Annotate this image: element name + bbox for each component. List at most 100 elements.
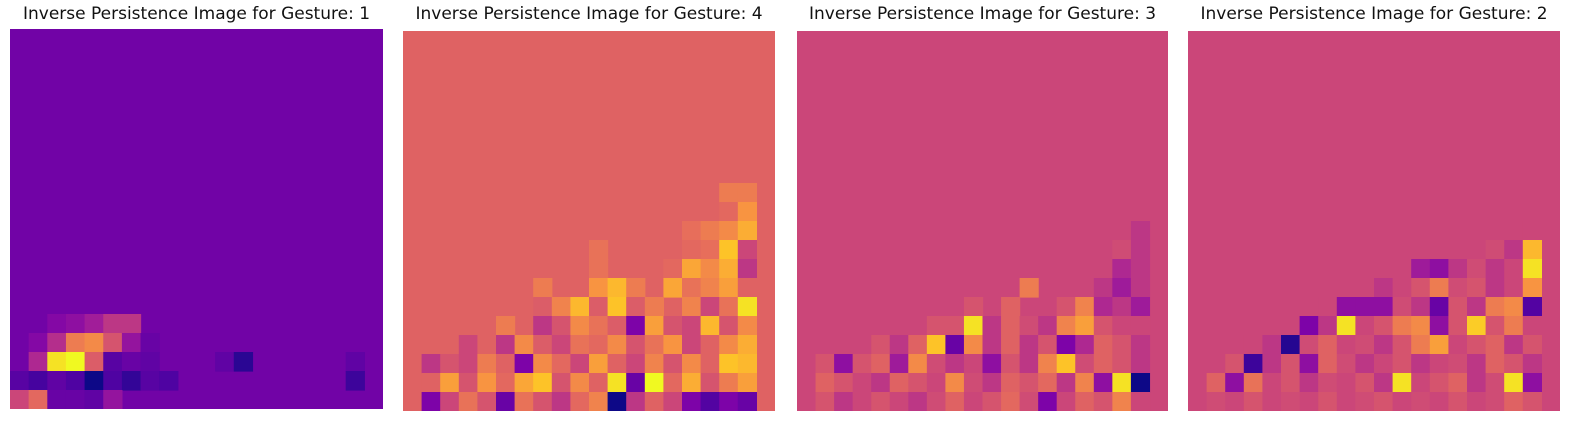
heatmap-cell bbox=[626, 278, 646, 298]
heatmap-cell bbox=[1262, 354, 1282, 374]
heatmap-cell bbox=[1112, 335, 1132, 355]
heatmap-cell bbox=[1130, 278, 1151, 298]
heatmap-cell bbox=[514, 335, 534, 355]
heatmap-cell bbox=[458, 373, 478, 393]
heatmap-cell bbox=[682, 335, 702, 355]
heatmap-cell bbox=[871, 354, 891, 374]
heatmap-cell bbox=[737, 373, 757, 393]
heatmap-cell bbox=[1355, 373, 1375, 393]
heatmap-cell bbox=[1504, 278, 1524, 298]
heatmap-cell bbox=[719, 373, 739, 393]
heatmap-cell bbox=[1504, 373, 1524, 393]
heatmap-cell bbox=[1392, 297, 1412, 317]
heatmap-cell bbox=[1093, 297, 1113, 317]
heatmap-cell bbox=[889, 373, 909, 393]
heatmap-cell bbox=[1225, 373, 1245, 393]
heatmap-cell bbox=[1467, 278, 1487, 298]
heatmap-cell bbox=[514, 392, 534, 411]
heatmap-cell bbox=[1056, 297, 1076, 317]
heatmap-cell bbox=[103, 352, 123, 372]
heatmap-cell bbox=[1262, 335, 1282, 355]
heatmap-cell bbox=[852, 392, 872, 411]
heatmap-cell bbox=[159, 371, 179, 391]
heatmap-cell bbox=[719, 202, 739, 222]
heatmap-cell bbox=[1112, 316, 1132, 336]
heatmap-cell bbox=[1355, 316, 1375, 336]
heatmap-cell bbox=[1112, 354, 1132, 374]
heatmap-cell bbox=[1485, 316, 1505, 336]
heatmap-cell bbox=[908, 373, 928, 393]
heatmap-cell bbox=[607, 373, 627, 393]
heatmap-cell bbox=[10, 390, 30, 409]
heatmap-cell bbox=[28, 352, 48, 372]
heatmap-cell bbox=[1001, 297, 1021, 317]
heatmap-cell bbox=[834, 373, 854, 393]
heatmap-cell bbox=[719, 354, 739, 374]
heatmap-cell bbox=[1467, 316, 1487, 336]
heatmap-cell bbox=[1093, 392, 1113, 411]
heatmap-cell bbox=[570, 392, 590, 411]
heatmap-cell bbox=[533, 278, 553, 298]
heatmap-cell bbox=[719, 392, 739, 411]
chart-title: Inverse Persistence Image for Gesture: 3 bbox=[808, 4, 1157, 24]
heatmap-cell bbox=[700, 240, 720, 260]
heatmap-cell bbox=[626, 316, 646, 336]
heatmap-cell bbox=[551, 297, 571, 317]
heatmap-svg bbox=[1188, 31, 1560, 411]
heatmap-cell bbox=[533, 316, 553, 336]
heatmap-cell bbox=[700, 221, 720, 241]
heatmap-cell bbox=[1448, 335, 1468, 355]
heatmap-cell bbox=[607, 278, 627, 298]
heatmap-cell bbox=[514, 373, 534, 393]
heatmap-cell bbox=[926, 335, 946, 355]
heatmap-cell bbox=[607, 335, 627, 355]
heatmap-cell bbox=[1093, 373, 1113, 393]
heatmap-cell bbox=[1112, 240, 1132, 260]
heatmap-cell bbox=[926, 316, 946, 336]
heatmap-cell bbox=[103, 333, 123, 353]
heatmap-cell bbox=[889, 354, 909, 374]
heatmap-cell bbox=[737, 240, 757, 260]
heatmap-cell bbox=[626, 335, 646, 355]
heatmap-cell bbox=[1522, 278, 1542, 298]
heatmap-cell bbox=[551, 316, 571, 336]
heatmap-cell bbox=[1467, 354, 1487, 374]
heatmap-cell bbox=[1019, 354, 1039, 374]
heatmap-cell bbox=[1522, 373, 1542, 393]
heatmap-cell bbox=[1130, 354, 1151, 374]
heatmap-cell bbox=[1130, 221, 1151, 241]
heatmap-cell bbox=[945, 373, 965, 393]
heatmap-cell bbox=[963, 392, 984, 411]
heatmap-cell bbox=[1318, 373, 1338, 393]
heatmap-cell bbox=[65, 371, 86, 391]
heatmap-cell bbox=[908, 354, 928, 374]
heatmap-cell bbox=[700, 278, 720, 298]
heatmap-cell bbox=[1001, 335, 1021, 355]
heatmap-cell bbox=[1411, 373, 1431, 393]
heatmap-cell bbox=[1504, 335, 1524, 355]
heatmap-cell bbox=[1075, 392, 1095, 411]
heatmap-cell bbox=[1411, 354, 1431, 374]
heatmap-cell bbox=[1243, 392, 1263, 411]
heatmap-svg bbox=[797, 31, 1168, 411]
heatmap-cell bbox=[644, 316, 664, 336]
heatmap-cell bbox=[589, 278, 609, 298]
heatmap-cell bbox=[551, 373, 571, 393]
heatmap-cell bbox=[1112, 373, 1132, 393]
heatmap-cell bbox=[533, 392, 553, 411]
heatmap-cell bbox=[477, 354, 497, 374]
heatmap-cell bbox=[215, 352, 235, 372]
heatmap-cell bbox=[682, 278, 702, 298]
heatmap-cell bbox=[1429, 392, 1449, 411]
heatmap-cell bbox=[626, 392, 646, 411]
heatmap-cell bbox=[1522, 221, 1542, 241]
heatmap-cell bbox=[663, 278, 683, 298]
heatmap-cell bbox=[589, 392, 609, 411]
heatmap-cell bbox=[1522, 259, 1542, 279]
heatmap-plot bbox=[797, 31, 1168, 411]
heatmap-cell bbox=[737, 316, 757, 336]
heatmap-cell bbox=[84, 390, 104, 409]
heatmap-cell bbox=[140, 352, 160, 372]
heatmap-cell bbox=[47, 352, 67, 372]
heatmap-cell bbox=[1112, 259, 1132, 279]
